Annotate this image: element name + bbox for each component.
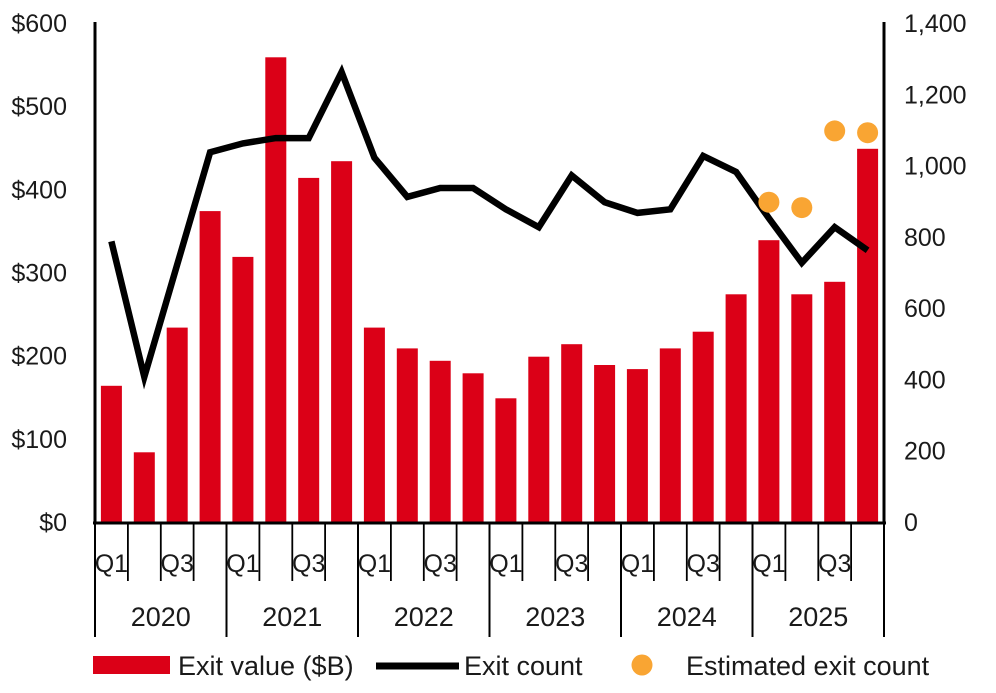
left-axis-tick-label: $100 xyxy=(11,426,67,454)
bar-Q1-2023 xyxy=(495,398,517,524)
bar-Q4-2020 xyxy=(199,211,221,523)
bar-Q1-2025 xyxy=(758,240,780,523)
estimated-dot-Q1-2025 xyxy=(758,191,780,213)
right-axis-tick-label: 200 xyxy=(904,438,946,466)
left-axis-tick-label: $200 xyxy=(11,343,67,371)
bar-Q3-2025 xyxy=(824,281,846,523)
year-label-2022: 2022 xyxy=(394,602,454,632)
year-label-2021: 2021 xyxy=(262,602,322,632)
quarter-label-Q1-2025: Q1 xyxy=(752,550,785,578)
right-axis-tick-label: 600 xyxy=(904,295,946,323)
bar-Q2-2023 xyxy=(528,356,550,523)
year-label-2023: 2023 xyxy=(525,602,585,632)
quarter-label-Q3-2024: Q3 xyxy=(687,550,720,578)
right-axis-tick-label: 400 xyxy=(904,366,946,394)
bar-Q1-2020 xyxy=(100,385,122,523)
exit-value-swatch xyxy=(93,656,170,674)
year-label-2020: 2020 xyxy=(131,602,191,632)
bar-Q3-2023 xyxy=(561,344,583,523)
axis-labels: $0 $100 $200 $300 $400 $500 $600 0 200 400 600 800 1… xyxy=(11,10,966,632)
left-axis-tick-label: $600 xyxy=(11,10,67,38)
quarter-label-Q3-2025: Q3 xyxy=(818,550,851,578)
bar-Q3-2021 xyxy=(298,177,320,523)
exit-count-line xyxy=(108,64,870,390)
left-axis-tick-label: $400 xyxy=(11,176,67,204)
bar-Q2-2022 xyxy=(396,348,418,523)
estimated-exit-count-swatch xyxy=(631,654,653,676)
bar-Q4-2022 xyxy=(462,373,484,523)
bar-Q1-2022 xyxy=(363,327,385,523)
right-axis-tick-label: 1,400 xyxy=(904,10,967,38)
exit-count-polyline xyxy=(108,64,870,390)
left-axis-tick-label: $300 xyxy=(11,260,67,288)
bar-Q4-2024 xyxy=(725,294,747,523)
year-label-2024: 2024 xyxy=(657,602,717,632)
bar-Q3-2024 xyxy=(692,331,714,523)
bar-Q4-2021 xyxy=(331,161,353,523)
quarter-label-Q1-2020: Q1 xyxy=(95,550,128,578)
quarter-label-Q3-2022: Q3 xyxy=(424,550,457,578)
bar-Q1-2021 xyxy=(232,256,254,523)
legend-label-exit-value: Exit value ($B) xyxy=(178,651,354,681)
quarter-label-Q3-2020: Q3 xyxy=(161,550,194,578)
bar-Q3-2020 xyxy=(166,327,188,523)
left-axis-tick-label: $500 xyxy=(11,93,67,121)
quarter-label-Q1-2022: Q1 xyxy=(358,550,391,578)
right-axis-tick-label: 1,000 xyxy=(904,153,967,181)
quarter-label-Q3-2021: Q3 xyxy=(292,550,325,578)
estimated-dot-Q3-2025 xyxy=(824,120,846,142)
right-axis-tick-label: 0 xyxy=(904,509,918,537)
quarter-label-Q3-2023: Q3 xyxy=(555,550,588,578)
bar-Q3-2022 xyxy=(429,360,451,523)
bar-Q2-2025 xyxy=(791,294,813,523)
estimated-dot-Q2-2025 xyxy=(791,197,813,219)
right-axis-tick-label: 800 xyxy=(904,224,946,252)
estimated-dot-Q4-2025 xyxy=(857,122,879,144)
legend-label-estimated-exit-count: Estimated exit count xyxy=(686,651,930,681)
quarter-label-Q1-2021: Q1 xyxy=(226,550,259,578)
legend-label-exit-count: Exit count xyxy=(464,651,583,681)
bar-Q2-2020 xyxy=(133,452,155,523)
bar-Q2-2021 xyxy=(265,57,287,524)
exit-value-bars xyxy=(100,57,879,524)
year-label-2025: 2025 xyxy=(788,602,848,632)
bar-Q4-2025 xyxy=(857,148,879,524)
quarter-label-Q1-2024: Q1 xyxy=(621,550,654,578)
bar-Q4-2023 xyxy=(594,365,616,523)
quarter-label-Q1-2023: Q1 xyxy=(489,550,522,578)
chart-legend: Exit value ($B) Exit count Estimated exi… xyxy=(93,651,930,681)
bar-Q2-2024 xyxy=(659,348,681,523)
right-axis-tick-label: 1,200 xyxy=(904,81,967,109)
bar-Q1-2024 xyxy=(626,369,648,523)
axes-frame xyxy=(93,22,886,637)
estimated-exit-count-dots xyxy=(758,120,879,219)
left-axis-tick-label: $0 xyxy=(39,509,67,537)
